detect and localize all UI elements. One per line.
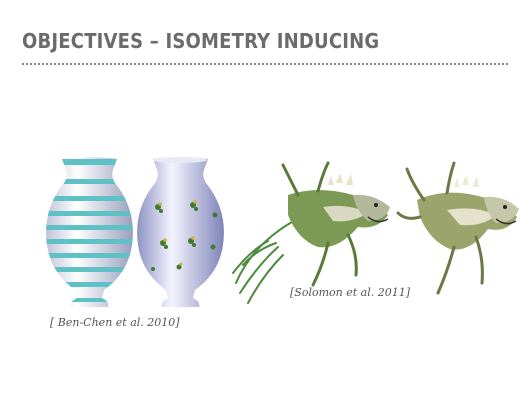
citation-ben-chen: [ Ben-Chen et al. 2010] <box>50 316 180 329</box>
textured-creature-image <box>396 161 519 295</box>
green-creature-image <box>232 161 390 304</box>
floral-vase-image <box>137 157 224 307</box>
striped-vase-image <box>46 157 133 307</box>
title-divider <box>22 63 508 65</box>
citation-solomon: [Solomon et al. 2011] <box>290 286 411 299</box>
slide-title: OBJECTIVES – ISOMETRY INDUCING <box>22 29 380 53</box>
